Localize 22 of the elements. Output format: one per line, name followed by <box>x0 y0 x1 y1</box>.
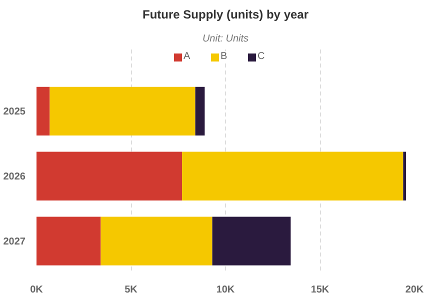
bar <box>212 216 291 266</box>
bar <box>195 86 205 136</box>
bar <box>100 216 212 266</box>
legend-label: B <box>220 51 228 62</box>
bar <box>36 152 182 200</box>
legend-label: A <box>184 51 192 62</box>
chart-subtitle: Unit: Units <box>202 34 249 44</box>
bar <box>403 152 406 200</box>
bar <box>36 216 101 266</box>
bar <box>182 152 404 200</box>
y-tick-label: 2026 <box>3 172 26 183</box>
y-tick-label: 2025 <box>3 106 26 118</box>
x-tick-label: 20K <box>405 284 424 296</box>
bar <box>50 86 196 136</box>
bar <box>36 86 50 136</box>
x-tick-label: 5K <box>124 284 138 296</box>
x-tick-label: 15K <box>310 284 330 296</box>
y-tick-label: 2027 <box>3 236 26 248</box>
x-tick-label: 0K <box>30 284 44 296</box>
legend-label: C <box>258 51 266 62</box>
x-tick-label: 10K <box>216 284 236 296</box>
chart-title: Future Supply (units) by year <box>142 8 309 22</box>
